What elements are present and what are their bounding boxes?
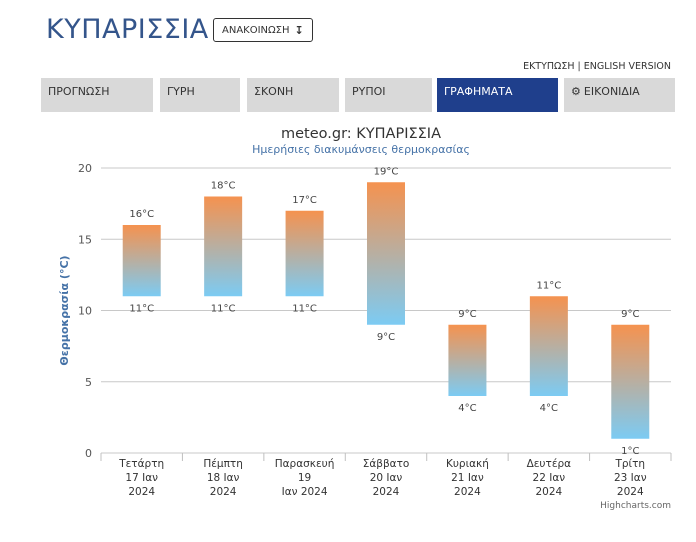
y-tick-label: 15 (78, 233, 92, 246)
data-label-high: 17°C (292, 195, 317, 206)
data-label-low: 11°C (211, 303, 236, 314)
tab-forecast[interactable]: ΠΡΟΓΝΩΣΗ (41, 78, 153, 112)
range-bar (529, 296, 568, 396)
range-bar (285, 210, 324, 297)
gear-icon: ⚙ (571, 85, 581, 98)
x-tick-label: Παρασκευή (275, 458, 335, 470)
data-label-low: 11°C (292, 303, 317, 314)
arrow-down-icon: ↧ (294, 23, 304, 37)
x-tick-label: 20 Ιαν (370, 472, 403, 484)
data-label-high: 18°C (211, 181, 236, 192)
data-label-low: 4°C (458, 403, 476, 414)
x-tick-label: 21 Ιαν (451, 472, 484, 484)
range-bar (122, 225, 161, 297)
tab-pollutants[interactable]: ΡΥΠΟΙ (345, 78, 432, 112)
range-bar (204, 196, 243, 297)
x-tick-label: 2024 (454, 486, 481, 498)
data-label-high: 9°C (458, 309, 476, 320)
tab-label: ΠΡΟΓΝΩΣΗ (48, 85, 110, 98)
tab-charts[interactable]: ΓΡΑΦΗΜΑΤΑ (437, 78, 558, 112)
x-tick-label: Σάββατο (363, 458, 410, 470)
tab-pollen[interactable]: ΓΥΡΗ (160, 78, 240, 112)
x-tick-label: 18 Ιαν (207, 472, 240, 484)
range-bar (611, 324, 650, 439)
x-tick-label: 2024 (210, 486, 237, 498)
data-label-high: 19°C (374, 166, 399, 177)
x-tick-label: 2024 (617, 486, 644, 498)
x-tick-label: 22 Ιαν (533, 472, 566, 484)
tab-dust[interactable]: ΣΚΟΝΗ (247, 78, 339, 112)
y-tick-label: 0 (85, 447, 92, 460)
data-label-low: 1°C (621, 446, 639, 457)
data-label-low: 4°C (540, 403, 558, 414)
main-tabs: ΠΡΟΓΝΩΣΗ ΓΥΡΗ ΣΚΟΝΗ ΡΥΠΟΙ ΓΡΑΦΗΜΑΤΑ ⚙ ΕΙΚ… (41, 78, 675, 112)
x-tick-label: 17 Ιαν (125, 472, 158, 484)
x-tick-label: 2024 (535, 486, 562, 498)
tab-widgets[interactable]: ⚙ ΕΙΚΟΝΙΔΙΑ (564, 78, 675, 112)
chart-subtitle: Ημερήσιες διακυμάνσεις θερμοκρασίας (252, 143, 470, 156)
tab-label: ΡΥΠΟΙ (352, 85, 386, 98)
x-tick-label: 2024 (128, 486, 155, 498)
x-tick-label: Δευτέρα (527, 458, 572, 470)
y-tick-label: 5 (85, 376, 92, 389)
x-tick-label: 23 Ιαν (614, 472, 647, 484)
links-separator: | (574, 61, 584, 72)
x-tick-label: Τρίτη (614, 458, 645, 470)
y-tick-label: 20 (78, 162, 92, 175)
data-label-low: 11°C (129, 303, 154, 314)
english-version-link[interactable]: ENGLISH VERSION (583, 61, 671, 72)
range-bar (448, 324, 487, 396)
x-tick-label: Τετάρτη (118, 458, 164, 470)
x-tick-label: 2024 (373, 486, 400, 498)
y-tick-label: 10 (78, 305, 92, 318)
tab-label: ΓΥΡΗ (167, 85, 195, 98)
chart-title: meteo.gr: ΚΥΠΑΡΙΣΣΙΑ (281, 126, 441, 142)
credits-link: Highcharts.com (600, 501, 671, 511)
top-links: ΕΚΤΥΠΩΣΗ | ENGLISH VERSION (523, 61, 671, 72)
print-link[interactable]: ΕΚΤΥΠΩΣΗ (523, 61, 575, 72)
tab-label: ΕΙΚΟΝΙΔΙΑ (583, 85, 640, 98)
x-tick-label: Κυριακή (446, 458, 489, 470)
data-label-high: 16°C (129, 209, 154, 220)
page-title: ΚΥΠΑΡΙΣΣΙΑ (46, 14, 209, 45)
y-axis-label: Θερμοκρασία (°C) (58, 255, 71, 365)
announcement-label: ΑΝΑΚΟΙΝΩΣΗ (222, 24, 290, 36)
data-label-low: 9°C (377, 332, 395, 343)
tab-label: ΓΡΑΦΗΜΑΤΑ (444, 85, 513, 98)
x-tick-label: 19 (298, 472, 311, 484)
announcement-button[interactable]: ΑΝΑΚΟΙΝΩΣΗ ↧ (213, 18, 313, 42)
tab-label: ΣΚΟΝΗ (254, 85, 294, 98)
range-bar (367, 182, 405, 325)
data-label-high: 9°C (621, 309, 639, 320)
x-tick-label: Ιαν 2024 (282, 486, 328, 498)
x-tick-label: Πέμπτη (203, 458, 243, 470)
temperature-chart: meteo.gr: ΚΥΠΑΡΙΣΣΙΑ Ημερήσιες διακυμάνσε… (0, 118, 696, 538)
data-label-high: 11°C (536, 280, 561, 291)
